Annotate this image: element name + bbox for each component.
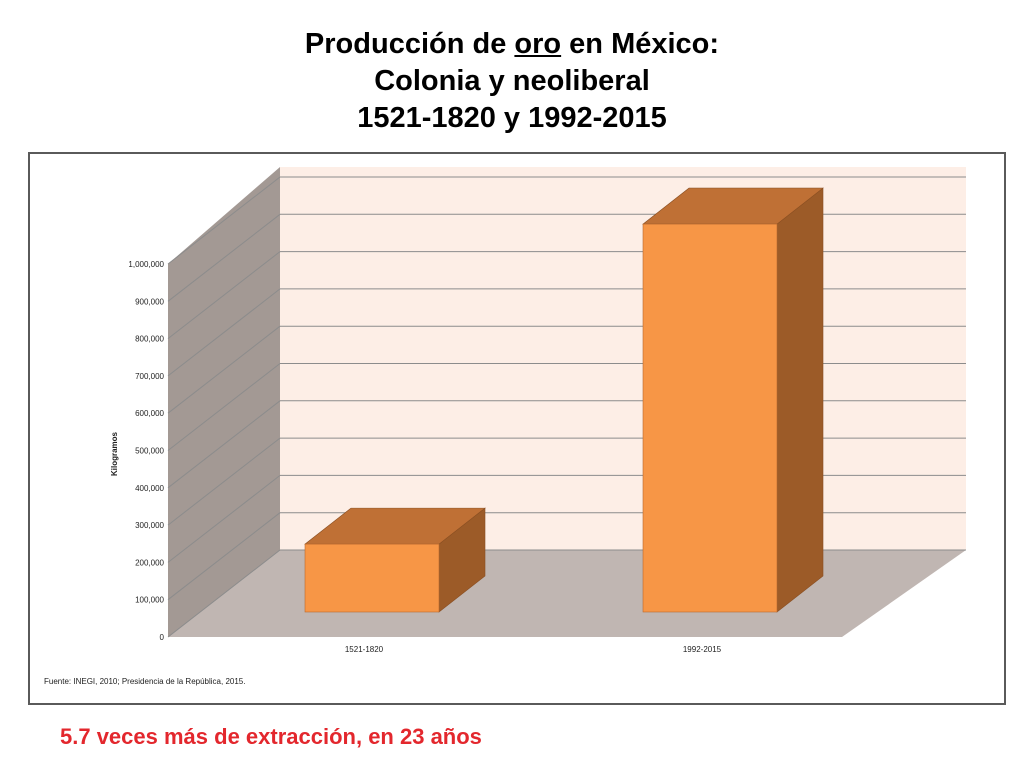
gridline-side bbox=[167, 325, 281, 414]
y-tick-label: 0 bbox=[160, 633, 165, 642]
caption: 5.7 veces más de extracción, en 23 años bbox=[60, 724, 482, 749]
bar-side bbox=[776, 187, 824, 613]
gridline-side bbox=[167, 437, 281, 526]
chart: 0 100,000 200,000 300,000 400,000 500,000 600,… bbox=[44, 167, 966, 686]
title-line-1-start: Producción de bbox=[304, 28, 515, 60]
title-underlined-word: oro bbox=[514, 28, 562, 60]
x-tick-label: 1992-2015 bbox=[683, 645, 722, 654]
chart-floor bbox=[168, 550, 966, 637]
title-line-3: 1521-1820 y 1992-2015 bbox=[357, 102, 667, 134]
gridline-side bbox=[167, 512, 281, 601]
gridline-side bbox=[167, 475, 281, 563]
gridline-side bbox=[167, 288, 281, 377]
bar bbox=[642, 223, 778, 613]
gridline-side bbox=[167, 213, 281, 302]
title-line-1-end: en México: bbox=[561, 28, 720, 60]
gridline-side bbox=[167, 400, 281, 489]
gridline-side bbox=[167, 176, 281, 265]
chart-frame: 0 100,000 200,000 300,000 400,000 500,000 600,… bbox=[28, 152, 1006, 705]
y-tick-label: 600,000 bbox=[135, 409, 164, 418]
title-line-1: Producción de oro en México: bbox=[0, 26, 1024, 63]
source-note: Fuente: INEGI, 2010; Presidencia de la R… bbox=[44, 677, 245, 686]
y-axis-title: Kilogramos bbox=[110, 431, 119, 476]
chart-back-wall bbox=[280, 167, 966, 550]
title-line-2: Colonia y neoliberal bbox=[374, 65, 650, 97]
y-tick-label: 1,000,000 bbox=[128, 260, 164, 269]
bar bbox=[304, 543, 440, 613]
chart-side-wall bbox=[168, 167, 280, 637]
y-tick-label: 400,000 bbox=[135, 484, 164, 493]
gridline-side bbox=[167, 251, 281, 339]
gridline-side bbox=[167, 549, 281, 638]
x-tick-label: 1521-1820 bbox=[345, 645, 384, 654]
y-tick-label: 500,000 bbox=[135, 447, 164, 456]
y-tick-label: 100,000 bbox=[135, 596, 164, 605]
y-tick-label: 200,000 bbox=[135, 558, 164, 567]
y-tick-label: 300,000 bbox=[135, 521, 164, 530]
gridline-side bbox=[167, 363, 281, 451]
y-tick-label: 800,000 bbox=[135, 335, 164, 344]
y-tick-label: 700,000 bbox=[135, 372, 164, 381]
y-tick-label: 900,000 bbox=[135, 297, 164, 306]
slide-title: Producción de oro en México: Colonia y n… bbox=[0, 26, 1024, 137]
